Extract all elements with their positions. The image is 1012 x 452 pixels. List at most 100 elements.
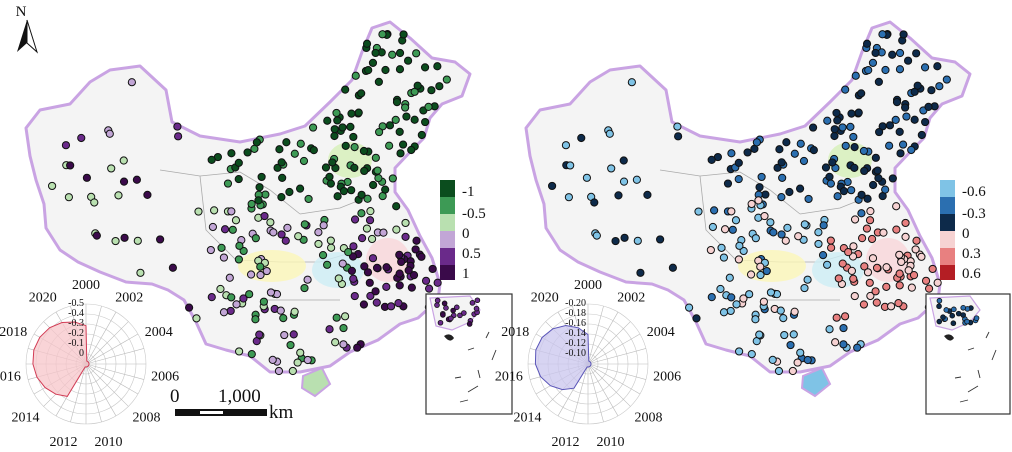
station-point bbox=[349, 274, 358, 283]
radar-ring-label: -0.12 bbox=[565, 338, 586, 349]
station-point bbox=[403, 56, 413, 65]
station-point bbox=[246, 270, 256, 279]
station-point bbox=[547, 181, 557, 191]
station-point bbox=[847, 186, 856, 195]
station-point bbox=[392, 202, 401, 211]
legend-left-swatch-5 bbox=[440, 248, 455, 265]
station-point bbox=[347, 186, 356, 195]
station-point bbox=[354, 108, 363, 117]
radar-ring-label: -0.4 bbox=[68, 308, 84, 319]
station-point bbox=[245, 290, 254, 299]
station-point bbox=[864, 66, 873, 75]
station-point bbox=[300, 283, 309, 293]
station-point bbox=[888, 50, 897, 59]
station-point bbox=[368, 58, 378, 67]
station-point bbox=[365, 278, 374, 287]
station-point bbox=[605, 129, 614, 138]
station-point bbox=[395, 65, 405, 74]
station-point bbox=[868, 58, 878, 67]
station-point bbox=[251, 315, 260, 324]
station-point bbox=[847, 109, 856, 118]
radar-year-label: 2012 bbox=[49, 435, 77, 447]
radar-year-label: 2016 bbox=[495, 369, 523, 384]
station-point bbox=[401, 232, 410, 242]
station-point bbox=[219, 253, 229, 262]
station-point bbox=[885, 121, 895, 130]
station-point bbox=[790, 307, 799, 316]
station-point bbox=[875, 127, 884, 137]
radar-ring-label: -0.14 bbox=[565, 328, 586, 339]
radar-year-label: 2016 bbox=[0, 369, 21, 384]
station-point bbox=[235, 241, 244, 250]
station-point bbox=[325, 172, 334, 181]
legend-left-swatch-2 bbox=[440, 197, 455, 214]
station-point bbox=[826, 179, 835, 188]
radar-year-label: 2002 bbox=[617, 291, 645, 306]
station-point bbox=[895, 65, 905, 74]
inset-station-point bbox=[434, 297, 441, 304]
station-point bbox=[227, 207, 236, 216]
inset-right bbox=[925, 293, 1011, 415]
station-point bbox=[314, 228, 323, 237]
station-point bbox=[814, 239, 823, 249]
station-point bbox=[717, 243, 726, 252]
station-point bbox=[364, 66, 373, 75]
station-point bbox=[277, 230, 286, 239]
station-point bbox=[859, 146, 868, 156]
station-point bbox=[841, 141, 850, 150]
station-point bbox=[777, 192, 786, 202]
station-point bbox=[818, 251, 828, 260]
station-point bbox=[357, 234, 367, 243]
station-point bbox=[207, 155, 216, 164]
station-point bbox=[823, 260, 832, 269]
station-point bbox=[225, 273, 234, 282]
legend-right-swatch-2 bbox=[940, 197, 955, 214]
inset-station-point bbox=[466, 321, 473, 327]
station-point bbox=[375, 127, 384, 137]
station-point bbox=[895, 48, 905, 58]
station-point bbox=[756, 262, 765, 271]
station-point bbox=[850, 291, 859, 301]
station-point bbox=[252, 138, 261, 147]
radar-year-label: 2020 bbox=[29, 291, 57, 306]
station-point bbox=[901, 103, 910, 112]
radar-year-label: 2004 bbox=[647, 325, 675, 340]
station-point bbox=[903, 56, 913, 65]
station-point bbox=[708, 222, 718, 232]
station-point bbox=[751, 315, 760, 324]
station-point bbox=[894, 299, 903, 308]
station-point bbox=[417, 252, 426, 261]
station-point bbox=[397, 257, 406, 267]
station-point bbox=[114, 191, 123, 200]
station-point bbox=[262, 266, 271, 276]
station-point bbox=[277, 192, 286, 202]
station-point bbox=[255, 330, 264, 339]
station-point bbox=[294, 232, 303, 241]
station-point bbox=[341, 141, 350, 150]
inset-station-point bbox=[940, 314, 946, 320]
station-point bbox=[632, 175, 641, 184]
legend-right-swatch-1 bbox=[940, 180, 955, 197]
inset-station-point bbox=[951, 306, 957, 313]
station-point bbox=[185, 303, 194, 312]
station-point bbox=[796, 139, 805, 148]
station-point bbox=[226, 306, 235, 316]
station-point bbox=[421, 276, 431, 285]
station-point bbox=[921, 117, 930, 127]
station-point bbox=[860, 166, 869, 176]
station-point bbox=[707, 155, 716, 164]
station-point bbox=[412, 49, 421, 58]
station-point bbox=[321, 163, 331, 172]
legend-left-label-5: 1 bbox=[462, 266, 470, 282]
station-point bbox=[833, 116, 842, 125]
radar-ring-label: -0.3 bbox=[68, 318, 84, 329]
station-point bbox=[898, 140, 908, 149]
station-point bbox=[378, 30, 387, 39]
station-point bbox=[857, 89, 866, 98]
inset-left bbox=[425, 293, 513, 415]
station-point bbox=[333, 116, 342, 125]
station-point bbox=[192, 314, 201, 323]
station-point bbox=[863, 194, 872, 203]
station-point bbox=[577, 133, 586, 143]
station-point bbox=[281, 236, 290, 245]
